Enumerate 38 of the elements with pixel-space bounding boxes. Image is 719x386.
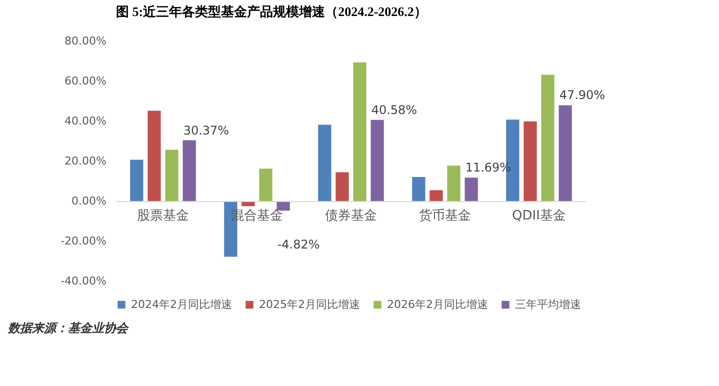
- data-label: 30.37%: [183, 123, 230, 138]
- bar: [318, 124, 332, 201]
- legend-label: 2026年2月同比增速: [387, 298, 488, 311]
- bar: [165, 150, 178, 201]
- y-tick-label: 80.00%: [64, 34, 106, 48]
- bar: [353, 62, 366, 201]
- y-tick-label: 40.00%: [64, 114, 106, 128]
- y-tick-label: -20.00%: [60, 234, 106, 248]
- y-tick-label: 60.00%: [64, 74, 106, 88]
- chart-title: 图 5:近三年各类型基金产品规模增速（2024.2-2026.2）: [116, 4, 427, 19]
- source-note: 数据来源：基金业协会: [8, 320, 130, 337]
- bar: [182, 140, 196, 201]
- x-tick-label: QDII基金: [512, 208, 566, 224]
- bar: [336, 172, 349, 201]
- data-label: 40.58%: [371, 102, 418, 117]
- bar: [412, 177, 426, 201]
- bar: [524, 121, 537, 201]
- legend-label: 2024年2月同比增速: [131, 298, 232, 311]
- bar: [541, 74, 554, 201]
- bar: [447, 166, 460, 201]
- legend-label: 2025年2月同比增速: [259, 298, 360, 311]
- bar: [558, 105, 572, 201]
- bar: [370, 120, 384, 201]
- bar: [430, 190, 443, 201]
- y-tick-label: 20.00%: [64, 154, 106, 168]
- data-label: -4.82%: [277, 238, 320, 252]
- x-tick-label: 货币基金: [419, 208, 471, 224]
- data-label: 47.90%: [559, 88, 606, 102]
- bar: [259, 168, 272, 201]
- x-tick-label: 债券基金: [325, 208, 377, 224]
- bar: [148, 110, 161, 201]
- bar: [130, 160, 144, 201]
- bar: [276, 201, 290, 211]
- bar: [464, 178, 478, 201]
- legend-label: 三年平均增速: [515, 298, 581, 311]
- y-tick-label: -40.00%: [60, 274, 106, 288]
- y-tick-label: 0.00%: [72, 194, 106, 208]
- x-tick-label: 股票基金: [137, 208, 189, 224]
